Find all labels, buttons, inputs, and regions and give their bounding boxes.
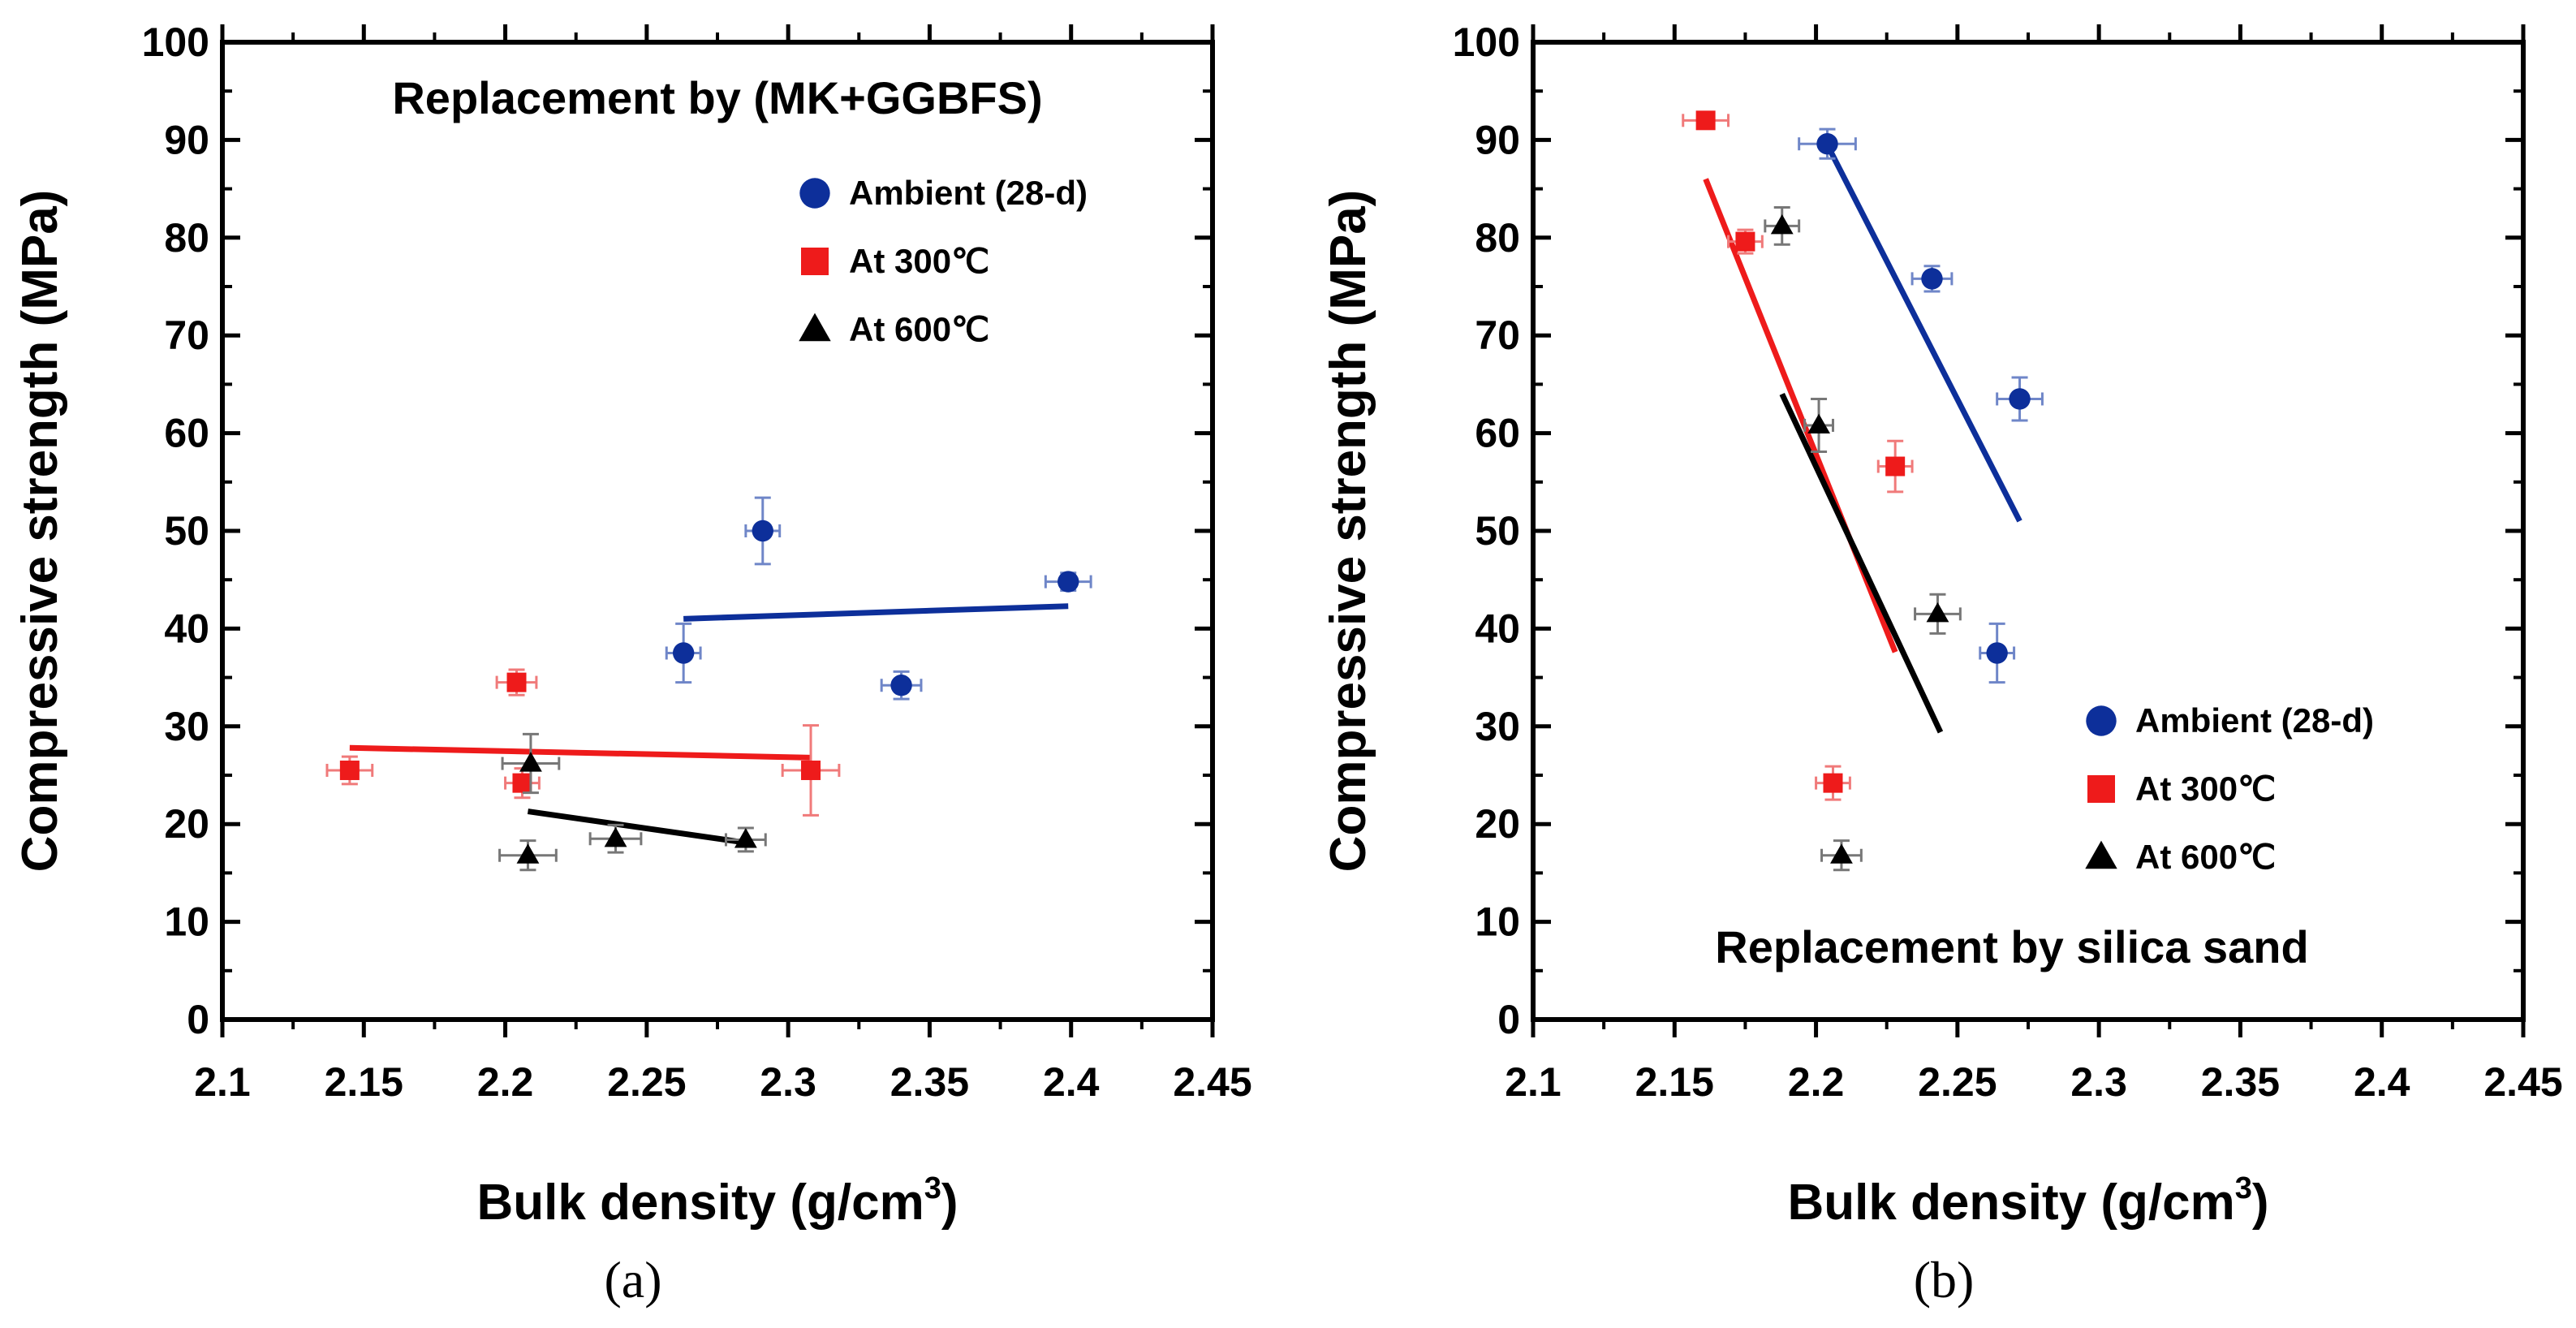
panel-b-point-square [1823,773,1843,793]
panel-a-ytick-label: 0 [187,997,209,1042]
panel-b-point-triangle [1807,413,1830,434]
panel-b-ytick-label: 0 [1497,997,1520,1042]
panel-a-point-triangle [734,828,757,848]
panel-a-xtick-label: 2.4 [1043,1059,1100,1105]
panel-b-xtick-label: 2.45 [2483,1059,2562,1105]
panel-b-xlabel-sup: 3 [2235,1171,2252,1205]
panel-a-xtick-label: 2.2 [477,1059,534,1105]
panel-a-xtick-label: 2.45 [1173,1059,1251,1105]
panel-b-legend-marker-triangle [2085,840,2117,869]
panel-a-point-circle [1058,571,1079,593]
panel-a-point-square [339,760,360,780]
panel-a-ytick-label: 80 [164,215,209,261]
panel-a-xtick-label: 2.3 [760,1059,816,1105]
panel-a-point-circle [752,520,773,542]
panel-b-point-triangle [1926,601,1949,623]
panel-b-xtick-label: 2.4 [2354,1059,2410,1105]
panel-a-ytick-label: 40 [164,606,209,651]
panel-b-point-square [1735,231,1755,252]
panel-a-ytick-label: 90 [164,117,209,162]
panel-b: Replacement by silica sand Bulk density … [1320,19,2563,1309]
panel-a-legend-marker-circle [799,178,830,209]
panel-a-point-square [801,760,821,780]
panel-b-point-circle [2009,388,2031,410]
panel-b-xtick-label: 2.1 [1505,1059,1562,1105]
panel-a: Replacement by (MK+GGBFS) Bulk density (… [12,19,1252,1309]
panel-a-legend-label-square: At 300℃ [849,242,989,280]
panel-a-xtick-label: 2.25 [607,1059,686,1105]
panel-a-xtick-label: 2.15 [325,1059,403,1105]
panel-b-title: Replacement by silica sand [1715,921,2308,972]
panel-a-legend-label-triangle: At 600℃ [849,310,989,348]
panel-a-ytick-label: 60 [164,411,209,456]
panel-a-fit-line-square [349,744,812,761]
panel-b-xtick-label: 2.35 [2201,1059,2280,1105]
panel-b-ytick-label: 20 [1475,801,1520,847]
panel-a-ytick-label: 30 [164,704,209,749]
panel-b-point-square [1885,456,1906,476]
panel-b-ytick-label: 10 [1475,899,1520,945]
panel-a-ytick-label: 20 [164,801,209,847]
panel-a-legend-marker-square [801,248,829,275]
panel-b-ylabel: Compressive strength (MPa) [1320,190,1376,873]
panel-b-xlabel: Bulk density (g/cm3) [1787,1171,2268,1231]
panel-b-ytick-label: 100 [1453,19,1520,65]
panel-a-xlabel: Bulk density (g/cm3) [476,1171,958,1231]
panel-a-xtick-label: 2.35 [890,1059,969,1105]
panel-a-fit-line-triangle [527,808,747,846]
panel-a-point-square [512,773,532,793]
panel-b-point-square [1695,110,1716,131]
panel-b-caption: (b) [1914,1251,1975,1309]
panel-a-caption: (a) [604,1251,661,1309]
panel-a-xlabel-sup: 3 [924,1171,941,1205]
panel-a-title: Replacement by (MK+GGBFS) [392,72,1042,123]
panel-b-xtick-label: 2.3 [2070,1059,2127,1105]
panel-b-point-circle [1921,268,1943,290]
panel-a-point-circle [890,675,912,696]
panel-a-legend-marker-triangle [799,313,831,342]
panel-b-point-triangle [1830,843,1853,864]
panel-b-point-circle [1986,642,2008,664]
panel-a-point-triangle [604,826,627,847]
panel-a-point-triangle [516,843,540,864]
panel-b-ytick-label: 40 [1475,606,1520,651]
panel-b-legend-marker-circle [2086,705,2117,736]
panel-b-ytick-label: 60 [1475,411,1520,456]
panel-a-point-triangle [519,752,542,772]
panel-b-xtick-label: 2.2 [1788,1059,1845,1105]
panel-a-point-circle [672,642,695,664]
panel-b-point-circle [1816,133,1838,155]
panel-a-ylabel: Compressive strength (MPa) [12,190,68,873]
panel-b-legend-marker-square [2087,775,2115,803]
panel-b-fit-line-triangle [1779,392,1944,734]
panel-b-legend-label-circle: Ambient (28-d) [2135,701,2374,739]
panel-a-ytick-label: 10 [164,899,209,945]
panel-b-ytick-label: 90 [1475,117,1520,162]
panel-b-xtick-label: 2.25 [1918,1059,1997,1105]
panel-a-ytick-label: 100 [142,19,209,65]
panel-b-legend-label-square: At 300℃ [2135,770,2276,808]
panel-b-ytick-label: 80 [1475,215,1520,261]
panel-b-fit-line-circle [1824,143,2022,523]
panel-a-fit-line-circle [683,603,1069,622]
panel-a-ytick-label: 70 [164,313,209,358]
panel-b-legend-label-triangle: At 600℃ [2135,838,2276,876]
panel-a-point-square [506,672,527,692]
panel-b-ytick-label: 70 [1475,313,1520,358]
panel-a-legend-label-circle: Ambient (28-d) [849,174,1088,212]
panel-b-ytick-label: 30 [1475,704,1520,749]
panel-a-xtick-label: 2.1 [194,1059,251,1105]
panel-b-xtick-label: 2.15 [1635,1059,1714,1105]
panel-b-point-triangle [1770,213,1794,235]
panel-a-ytick-label: 50 [164,508,209,554]
panel-b-ytick-label: 50 [1475,508,1520,554]
